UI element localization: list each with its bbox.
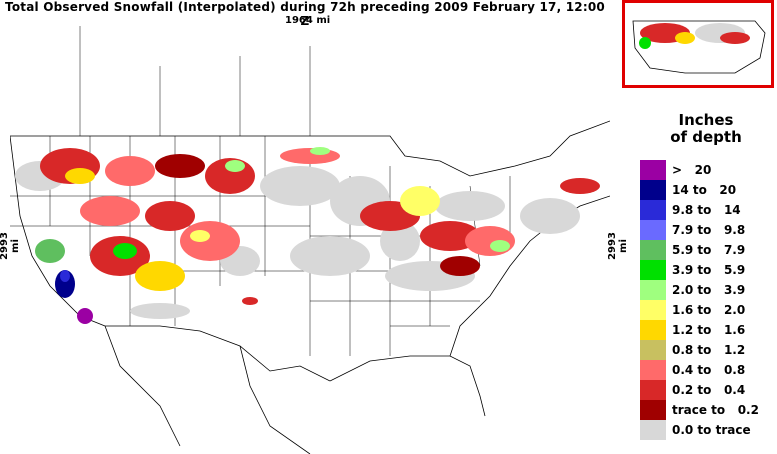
legend-label: 1.6 to 2.0: [672, 303, 746, 317]
legend-swatch: [640, 380, 666, 400]
legend-row: trace to 0.2: [640, 400, 775, 420]
legend-row: 0.0 to trace: [640, 420, 775, 440]
map-title: Total Observed Snowfall (Interpolated) d…: [5, 0, 605, 28]
vertical-distance-label-right: 2993 mi: [607, 232, 629, 260]
legend-row: 9.8 to 14: [640, 200, 775, 220]
legend-row: 2.0 to 3.9: [640, 280, 775, 300]
legend-swatch: [640, 180, 666, 200]
legend-row: 1.2 to 1.6: [640, 320, 775, 340]
legend-label: 0.0 to trace: [672, 423, 751, 437]
legend-label: 9.8 to 14: [672, 203, 741, 217]
legend-row: 0.2 to 0.4: [640, 380, 775, 400]
legend-label: > 20: [672, 163, 712, 177]
legend-swatch: [640, 260, 666, 280]
legend-swatch: [640, 340, 666, 360]
legend-label: trace to 0.2: [672, 403, 759, 417]
legend-row: 3.9 to 5.9: [640, 260, 775, 280]
legend-row: 14 to 20: [640, 180, 775, 200]
legend-swatch: [640, 160, 666, 180]
horizontal-distance-label: 1964 mi: [285, 15, 331, 26]
legend-row: 7.9 to 9.8: [640, 220, 775, 240]
legend-row: 0.4 to 0.8: [640, 360, 775, 380]
legend-swatch: [640, 400, 666, 420]
legend-row: 0.8 to 1.2: [640, 340, 775, 360]
legend-swatch: [640, 300, 666, 320]
legend-label: 0.2 to 0.4: [672, 383, 746, 397]
legend-swatch: [640, 320, 666, 340]
inset-locator-map[interactable]: [622, 0, 774, 88]
legend-label: 0.4 to 0.8: [672, 363, 746, 377]
legend-label: 2.0 to 3.9: [672, 283, 746, 297]
legend-swatch: [640, 420, 666, 440]
legend-row: 5.9 to 7.9: [640, 240, 775, 260]
legend-swatch: [640, 220, 666, 240]
legend-label: 1.2 to 1.6: [672, 323, 746, 337]
legend-label: 3.9 to 5.9: [672, 263, 746, 277]
inset-map-graphic: [632, 20, 766, 74]
legend-label: 0.8 to 1.2: [672, 343, 746, 357]
legend-title-line2: of depth: [670, 128, 742, 146]
legend-swatch: [640, 240, 666, 260]
legend-label: 5.9 to 7.9: [672, 243, 746, 257]
legend-row: > 20: [640, 160, 775, 180]
legend-title-line1: Inches: [678, 111, 734, 129]
legend-swatch: [640, 280, 666, 300]
snowfall-map[interactable]: [10, 26, 610, 454]
legend-label: 7.9 to 9.8: [672, 223, 746, 237]
snowfall-areas: [35, 147, 600, 324]
legend-swatch: [640, 200, 666, 220]
legend-row: 1.6 to 2.0: [640, 300, 775, 320]
legend-title: Inches of depth: [636, 112, 776, 146]
legend-label: 14 to 20: [672, 183, 737, 197]
legend: > 20 14 to 20 9.8 to 14 7.9 to 9.8 5.9 to 7.…: [640, 160, 775, 440]
legend-swatch: [640, 360, 666, 380]
